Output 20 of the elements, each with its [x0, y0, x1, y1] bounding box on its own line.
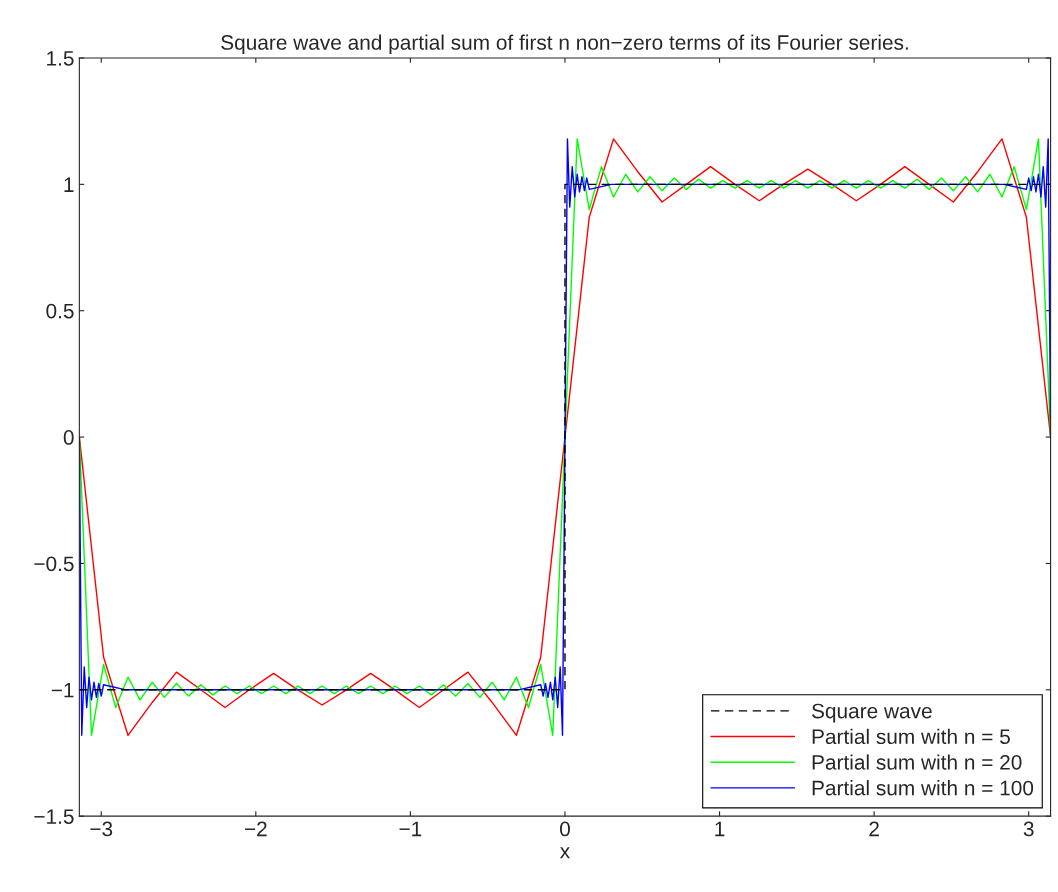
y-tick-label: −1.5	[34, 809, 74, 824]
y-tick-label: −0.5	[34, 556, 74, 572]
y-tick-label: 1	[64, 177, 74, 192]
x-tick-label: −3	[90, 821, 113, 837]
chart-title: Square wave and partial sum of first n non−zero terms of its Fourier series.	[221, 34, 908, 54]
y-tick-label: 0.5	[46, 303, 74, 319]
x-tick-label: −1	[399, 821, 422, 837]
x-tick-label: 2	[869, 821, 879, 837]
x-tick-label: 3	[1023, 821, 1034, 837]
y-tick-label: −1	[51, 683, 74, 698]
legend-label: Square wave	[811, 703, 932, 723]
x-axis-title: x	[560, 847, 570, 859]
x-tick-label: 1	[715, 821, 725, 837]
legend-label: Partial sum with n = 5	[812, 728, 1010, 745]
legend-label: Partial sum with n = 100	[812, 780, 1034, 796]
x-tick-label: 0	[559, 821, 570, 837]
legend-label: Partial sum with n = 20	[812, 754, 1022, 770]
y-tick-label: 1.5	[47, 51, 74, 66]
x-tick-label: −2	[244, 821, 267, 837]
y-tick-label: 0	[63, 430, 74, 445]
